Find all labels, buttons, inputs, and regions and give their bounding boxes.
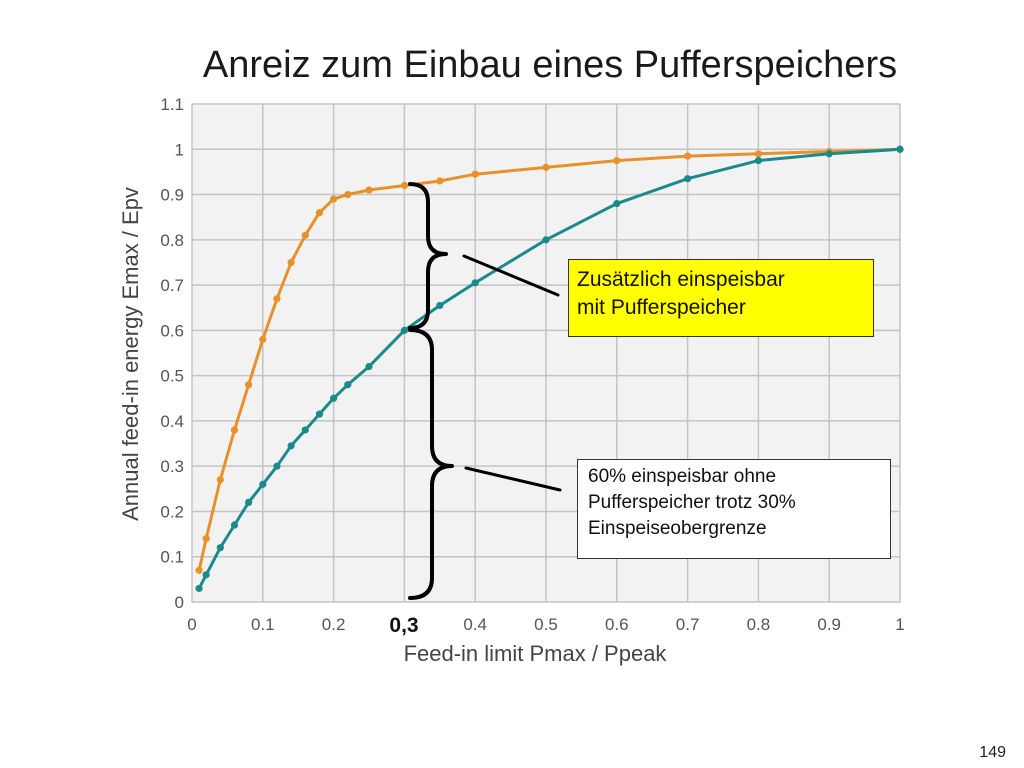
data-point [245, 498, 253, 506]
data-point [216, 544, 224, 552]
data-point [287, 442, 295, 450]
y-tick-label: 0.3 [160, 457, 184, 476]
y-tick-label: 0.6 [160, 321, 184, 340]
x-tick-label: 0.5 [534, 615, 558, 634]
series-line-1 [197, 147, 901, 571]
y-tick-label: 1 [175, 140, 184, 159]
data-point [436, 177, 444, 185]
marker-label: 0,3 [389, 614, 418, 637]
x-tick-label: 0.4 [463, 615, 487, 634]
data-point [195, 584, 203, 593]
data-point [684, 152, 692, 160]
data-point [754, 150, 763, 158]
y-tick-label: 0.2 [160, 502, 184, 521]
y-tick-label: 0.8 [160, 231, 184, 250]
data-point [542, 163, 550, 171]
data-point [273, 462, 281, 470]
callout-top-line1: Zusätzlich einspeisbar [577, 268, 785, 291]
data-point [436, 301, 444, 310]
data-point [301, 426, 309, 434]
marker-label-background [378, 608, 430, 636]
data-point [287, 258, 295, 267]
callout-top-line2: mit Pufferspeicher [577, 296, 746, 319]
y-tick-label: 1.1 [160, 95, 184, 114]
data-point [400, 181, 408, 190]
callout-bottom-line3: Einspeiseobergrenze [588, 518, 767, 539]
y-tick-label: 0.5 [160, 367, 184, 386]
data-point [613, 200, 621, 208]
data-point [315, 410, 324, 418]
x-tick-label: 0.2 [322, 615, 346, 634]
y-tick-label: 0 [175, 593, 184, 612]
bracket-upper [408, 182, 448, 330]
pointer-line-upper [462, 254, 560, 297]
data-point [259, 335, 267, 344]
data-point [273, 295, 281, 303]
series-line-2 [197, 147, 901, 590]
data-point [315, 209, 324, 217]
series-points [195, 145, 904, 593]
data-point [195, 566, 203, 574]
callout-bottom-line1: 60% einspeisbar ohne [588, 466, 777, 487]
data-point [365, 362, 373, 371]
data-point [330, 394, 338, 402]
y-tick-label: 0.7 [160, 276, 184, 295]
data-point [684, 175, 692, 183]
x-tick-label: 0.7 [676, 615, 700, 634]
data-point [825, 150, 833, 158]
x-tick-label: 0.6 [605, 615, 629, 634]
callout-without-storage: 60% einspeisbar ohne Pufferspeicher trot… [577, 459, 891, 559]
x-tick-label: 0.9 [817, 615, 841, 634]
y-axis-title: Annual feed-in energy Emax / Epv [118, 187, 143, 521]
data-point [471, 170, 479, 178]
data-point [896, 145, 904, 153]
x-tick-label: 1 [895, 615, 904, 634]
bracket-lower [408, 328, 454, 600]
data-point [259, 480, 267, 488]
y-tick-label: 0.4 [160, 412, 184, 431]
data-point [216, 476, 224, 484]
data-point [202, 571, 210, 579]
data-point [344, 190, 352, 199]
series-lines [197, 147, 901, 590]
y-tick-label: 0.9 [160, 186, 184, 205]
data-point [245, 381, 253, 389]
data-point [344, 381, 352, 389]
x-tick-label: 0.8 [747, 615, 771, 634]
data-point [301, 231, 309, 239]
data-point [202, 535, 210, 543]
callout-bottom-line2: Pufferspeicher trotz 30% [588, 492, 796, 513]
data-point [400, 326, 408, 334]
data-point [613, 156, 621, 165]
x-tick-label: 0.1 [251, 615, 275, 634]
brackets [408, 182, 562, 600]
data-point [365, 186, 373, 194]
data-point [542, 236, 550, 244]
data-point [471, 279, 479, 287]
y-tick-label: 0.1 [160, 548, 184, 567]
data-point [754, 156, 763, 165]
tick-labels: 00.10.20.30.40.50.60.70.80.9100.10.20.30… [160, 95, 904, 634]
x-axis-title: Feed-in limit Pmax / Ppeak [404, 641, 668, 666]
data-point [230, 521, 239, 529]
data-point [230, 426, 239, 434]
callout-additional-feed-in: Zusätzlich einspeisbar mit Pufferspeiche… [568, 259, 874, 337]
x-tick-label: 0 [187, 615, 196, 634]
data-point [330, 195, 338, 203]
pointer-line-lower [464, 466, 562, 492]
page-number: 149 [979, 744, 1006, 761]
slide-title: Anreiz zum Einbau eines Pufferspeichers [202, 44, 898, 86]
grid [191, 103, 901, 603]
